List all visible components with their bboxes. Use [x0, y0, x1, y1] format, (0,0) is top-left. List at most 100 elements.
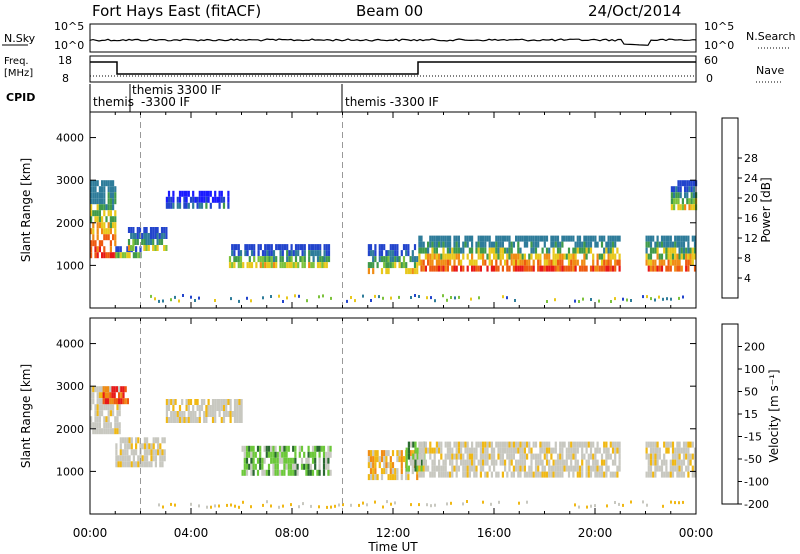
heatmap-cell [462, 247, 465, 254]
heatmap-cell [669, 241, 672, 248]
heatmap-cell [218, 405, 221, 411]
ground-scatter-cell [362, 294, 364, 298]
heatmap-cell [410, 441, 413, 448]
heatmap-cell [515, 459, 518, 466]
heatmap-cell [109, 216, 112, 223]
heatmap-cell [652, 259, 655, 266]
heatmap-cell [374, 244, 377, 251]
heatmap-cell [222, 399, 226, 405]
heatmap-cell [501, 441, 504, 448]
heatmap-cell [654, 459, 657, 466]
heatmap-cell [541, 265, 544, 272]
heatmap-cell [548, 253, 551, 260]
heatmap-cell [192, 190, 195, 197]
colorbar-tick-label: 200 [744, 341, 765, 354]
heatmap-cell [198, 190, 201, 197]
heatmap-cell [548, 441, 551, 448]
heatmap-cell [137, 455, 140, 462]
heatmap-cell [585, 235, 588, 242]
heatmap-cell [372, 468, 375, 475]
heatmap-cell [692, 198, 695, 205]
colorbar-tick-label: 100 [744, 363, 765, 376]
heatmap-cell [214, 417, 217, 423]
heatmap-cell [473, 447, 476, 454]
heatmap-cell [279, 250, 282, 257]
colorbar-tick-label: 20 [744, 192, 758, 205]
heatmap-cell [385, 256, 388, 263]
heatmap-cell [537, 453, 540, 460]
heatmap-cell [556, 241, 560, 248]
heatmap-cell [250, 463, 253, 470]
heatmap-cell [581, 465, 584, 472]
heatmap-cell [418, 247, 421, 254]
heatmap-cell [245, 457, 249, 464]
heatmap-cell [170, 417, 173, 423]
heatmap-cell [537, 241, 540, 248]
heatmap-cell [205, 196, 208, 203]
ground-scatter-cell [282, 504, 284, 508]
heatmap-cell [391, 262, 395, 269]
colorbar-tick-label: 15 [744, 408, 758, 421]
heatmap-cell [541, 447, 544, 454]
heatmap-cell [90, 392, 93, 399]
heatmap-cell [676, 465, 679, 472]
heatmap-cell [670, 204, 673, 211]
ground-scatter-cell [322, 294, 324, 298]
heatmap-cell [411, 250, 414, 257]
heatmap-cell [677, 180, 680, 187]
heatmap-cell [239, 256, 243, 263]
heatmap-cell [678, 265, 681, 272]
heatmap-cell [239, 250, 243, 257]
heatmap-cell [92, 198, 95, 205]
heatmap-cell [530, 453, 533, 460]
heatmap-cell [101, 252, 104, 259]
ground-scatter-cell [214, 504, 216, 508]
heatmap-cell [233, 399, 237, 405]
heatmap-cell [559, 247, 562, 254]
heatmap-cell [504, 447, 507, 454]
heatmap-cell [541, 465, 544, 472]
heatmap-cell [327, 445, 330, 452]
heatmap-cell [652, 447, 655, 454]
ground-scatter-cell [646, 295, 648, 299]
heatmap-cell [658, 253, 661, 260]
heatmap-cell [394, 474, 397, 481]
nsearch-label: N.Search [746, 30, 796, 43]
heatmap-cell [265, 445, 268, 452]
heatmap-cell [137, 437, 140, 444]
heatmap-cell [167, 417, 171, 423]
heatmap-cell [183, 202, 186, 209]
heatmap-cell [121, 437, 125, 444]
heatmap-cell [435, 259, 438, 266]
heatmap-cell [479, 235, 482, 242]
heatmap-cell [192, 202, 195, 209]
heatmap-cell [576, 259, 579, 266]
heatmap-cell [98, 216, 101, 223]
heatmap-cell [107, 198, 110, 205]
ground-scatter-cell [578, 300, 580, 303]
heatmap-cell [501, 265, 504, 272]
heatmap-cell [446, 235, 449, 242]
heatmap-cell [124, 455, 127, 462]
heatmap-cell [242, 262, 245, 269]
heatmap-cell [471, 247, 474, 254]
heatmap-cell [466, 265, 469, 272]
heatmap-cell [471, 235, 474, 242]
heatmap-cell [257, 256, 260, 263]
heatmap-cell [94, 416, 97, 423]
heatmap-cell [685, 453, 688, 460]
heatmap-cell [240, 399, 243, 405]
heatmap-cell [656, 253, 659, 260]
heatmap-cell [477, 441, 480, 448]
heatmap-cell [116, 410, 119, 417]
heatmap-cell [681, 198, 684, 205]
heatmap-cell [416, 268, 419, 275]
heatmap-cell [98, 222, 101, 229]
heatmap-cell [688, 204, 691, 211]
heatmap-cell [647, 465, 650, 472]
heatmap-cell [506, 247, 509, 254]
ground-scatter-cell [386, 500, 388, 504]
ground-scatter-cell [678, 296, 680, 300]
heatmap-cell [517, 459, 520, 466]
heatmap-cell [649, 459, 653, 466]
